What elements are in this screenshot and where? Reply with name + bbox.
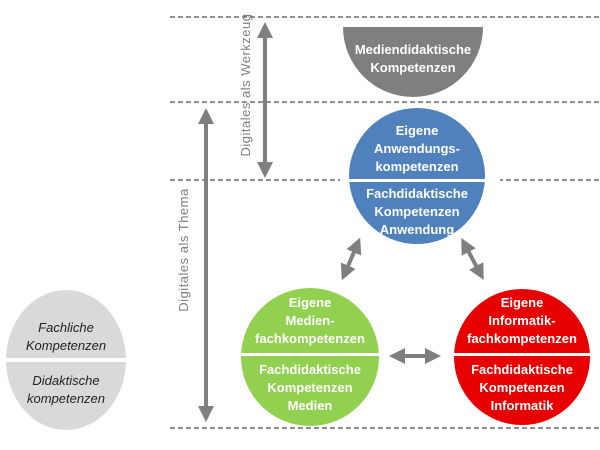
label: Kompetenzen xyxy=(370,60,455,75)
label: Fachliche xyxy=(38,320,94,335)
label: Eigene xyxy=(289,295,332,310)
label: Kompetenzen xyxy=(374,204,459,219)
werkzeug-label: Digitales als Werkzeug xyxy=(238,14,253,157)
label: Kompetenzen xyxy=(479,380,564,395)
arrow-anwendung-medien xyxy=(340,237,362,281)
label: fachkompetenzen xyxy=(467,331,577,346)
label: Fachdidaktische xyxy=(471,362,573,377)
label: Kompetenzen xyxy=(267,380,352,395)
label: kompetenzen xyxy=(375,159,458,174)
arrow-anwendung-informatik xyxy=(461,237,484,281)
label: Fachdidaktische xyxy=(366,186,468,201)
basis-ellipse: Fachliche Kompetenzen Didaktische kompet… xyxy=(0,290,140,430)
label: Informatik xyxy=(491,398,555,413)
label: Mediendidaktische xyxy=(355,42,471,57)
label: Kompetenzen xyxy=(26,338,106,353)
mediendidaktik-halfcircle: Mediendidaktische Kompetenzen xyxy=(343,27,483,97)
label: fachkompetenzen xyxy=(255,331,365,346)
label: kompetenzen xyxy=(27,391,105,406)
thema-label: Digitales als Thema xyxy=(176,188,191,312)
label: Didaktische xyxy=(32,373,99,388)
label: Fachdidaktische xyxy=(259,362,361,377)
label: Eigene xyxy=(396,123,439,138)
label: Anwendung xyxy=(380,222,454,237)
label: Medien- xyxy=(285,313,334,328)
label: Eigene xyxy=(501,295,544,310)
informatik-circle: Eigene Informatik- fachkompetenzen Fachd… xyxy=(450,289,600,425)
label: Anwendungs- xyxy=(374,141,460,156)
medien-circle: Eigene Medien- fachkompetenzen Fachdidak… xyxy=(235,288,385,426)
label: Medien xyxy=(288,398,333,413)
anwendung-circle: Eigene Anwendungs- kompetenzen Fachdidak… xyxy=(340,108,500,244)
label: Informatik- xyxy=(488,313,555,328)
